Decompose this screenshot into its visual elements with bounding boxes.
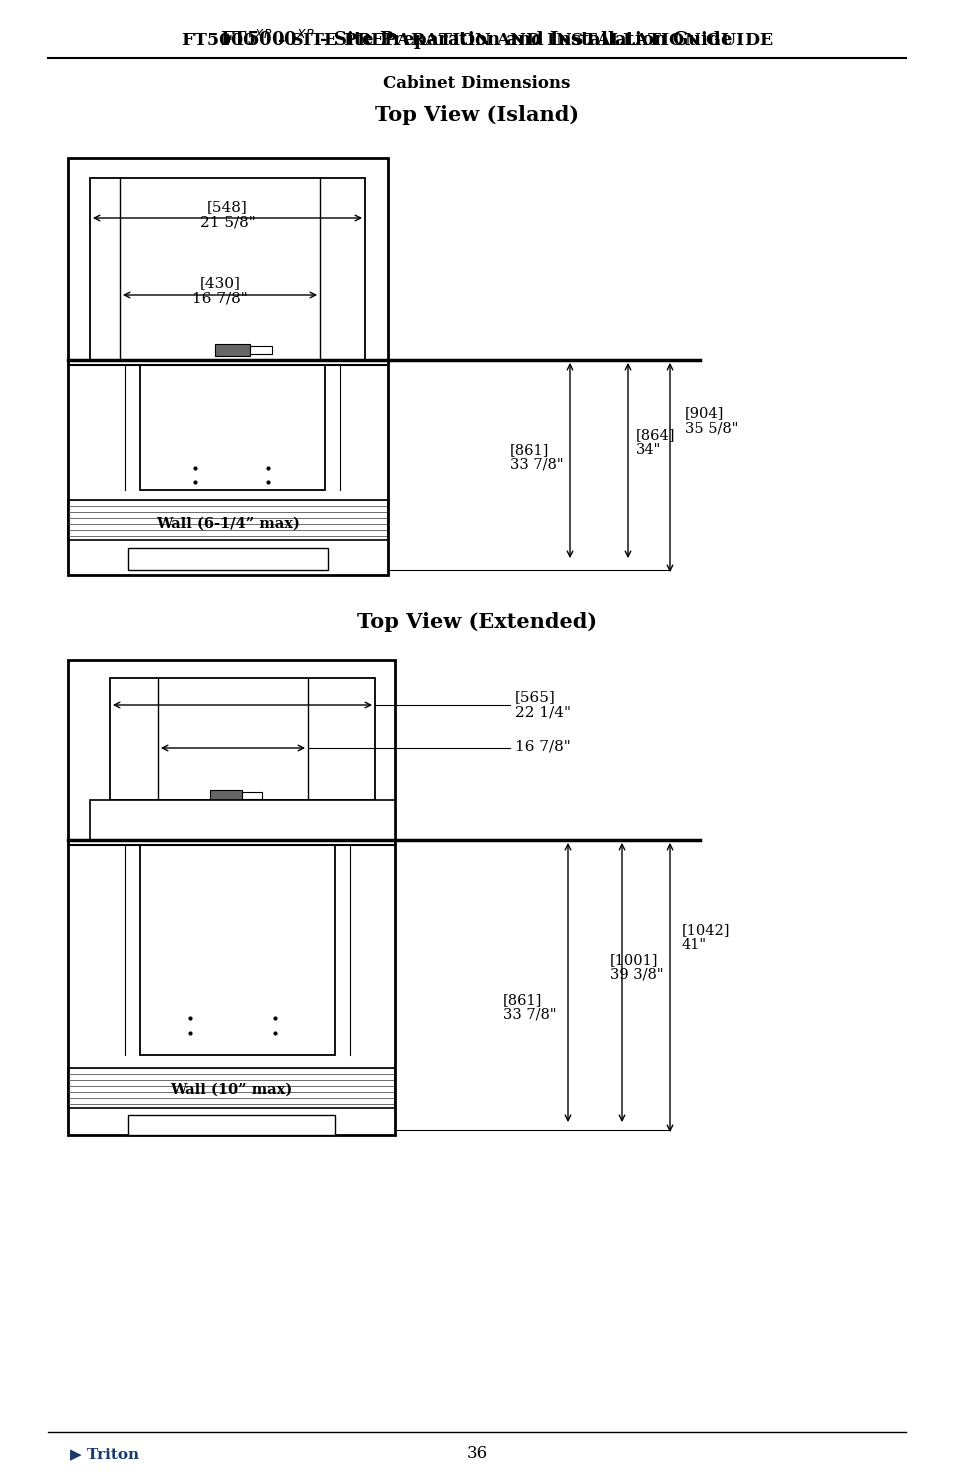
Text: [861]: [861] <box>510 442 549 457</box>
Text: FT5000$^{XP}$ - Site Preparation and Installation Guide: FT5000$^{XP}$ - Site Preparation and Ins… <box>220 28 733 52</box>
Text: [864]: [864] <box>636 428 675 442</box>
Text: 36: 36 <box>466 1446 487 1463</box>
Text: [861]: [861] <box>502 993 542 1007</box>
Text: 35 5/8": 35 5/8" <box>684 420 738 435</box>
Bar <box>140 845 335 1055</box>
Bar <box>242 792 262 799</box>
Text: Wall (6-1/4” max): Wall (6-1/4” max) <box>156 518 299 531</box>
Bar <box>214 344 250 355</box>
Text: Top View (Extended): Top View (Extended) <box>356 612 597 631</box>
Bar <box>68 158 388 575</box>
Bar <box>68 1068 395 1108</box>
Text: FT5000$^{XP}$ - SITE PREPARATION AND INSTALLATION GUIDE: FT5000$^{XP}$ - SITE PREPARATION AND INS… <box>181 30 772 50</box>
Bar <box>140 364 325 490</box>
Text: 33 7/8": 33 7/8" <box>502 1007 556 1022</box>
Text: 22 1/4": 22 1/4" <box>515 705 571 718</box>
Bar <box>90 178 365 360</box>
Text: 16 7/8": 16 7/8" <box>192 292 248 305</box>
Text: [1042]: [1042] <box>681 923 730 937</box>
Text: [548]: [548] <box>207 201 248 214</box>
Bar <box>90 799 395 839</box>
Bar <box>250 347 272 354</box>
Bar <box>68 500 388 540</box>
Text: ▶ Triton: ▶ Triton <box>70 1447 139 1462</box>
Bar <box>128 1115 335 1134</box>
Text: [904]: [904] <box>684 406 723 420</box>
Text: Top View (Island): Top View (Island) <box>375 105 578 125</box>
Text: Cabinet Dimensions: Cabinet Dimensions <box>383 75 570 93</box>
Text: 21 5/8": 21 5/8" <box>199 215 255 229</box>
Text: 16 7/8": 16 7/8" <box>515 739 570 754</box>
Text: 34": 34" <box>636 442 660 457</box>
Bar <box>110 678 375 799</box>
Bar <box>210 791 242 801</box>
Bar <box>68 659 395 1134</box>
Text: 39 3/8": 39 3/8" <box>609 968 662 982</box>
Bar <box>128 549 328 569</box>
Text: [1001]: [1001] <box>609 953 658 968</box>
Text: [565]: [565] <box>515 690 556 704</box>
Text: [430]: [430] <box>199 276 240 291</box>
Text: 41": 41" <box>681 938 706 951</box>
Text: Wall (10” max): Wall (10” max) <box>171 1083 293 1097</box>
Text: 33 7/8": 33 7/8" <box>510 459 563 472</box>
